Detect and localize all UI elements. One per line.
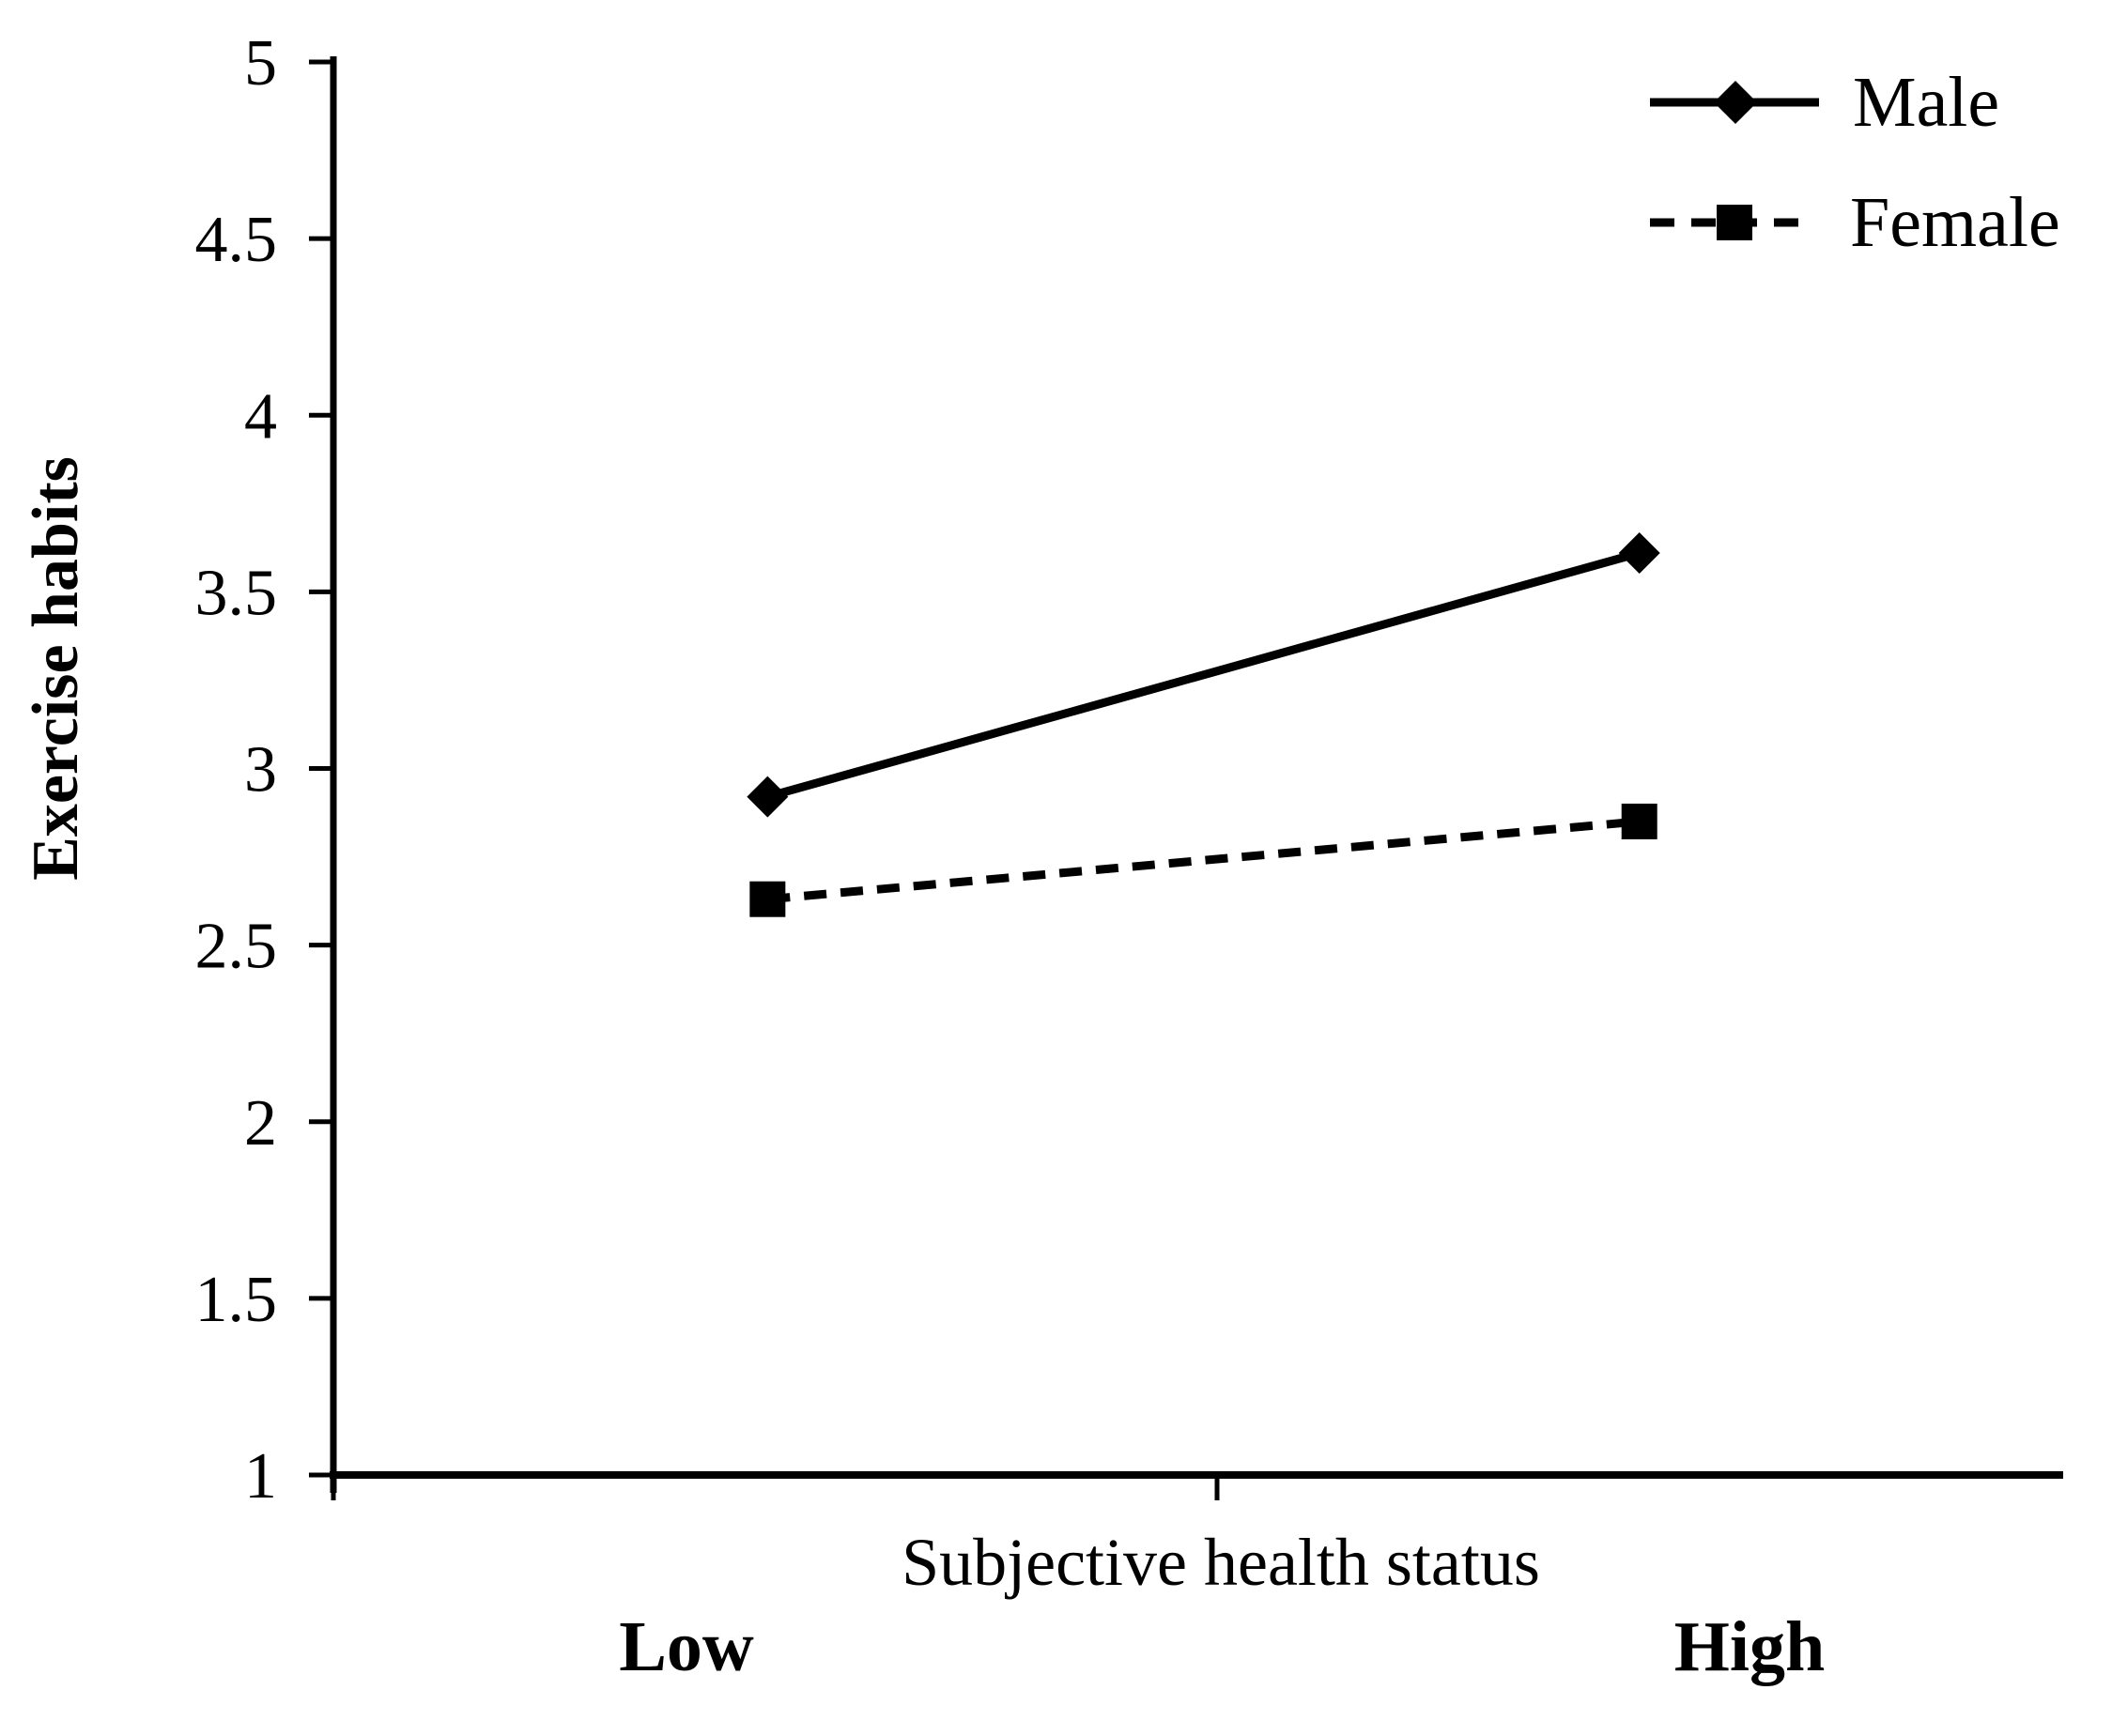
y-tick-label: 1 xyxy=(244,1440,277,1513)
y-tick-label: 3.5 xyxy=(195,557,278,629)
data-series-group xyxy=(747,531,1660,917)
legend-male-label: Male xyxy=(1853,63,1999,142)
y-axis-ticks: 5 4.5 4 3.5 3 2.5 2 1.5 1 xyxy=(195,27,333,1513)
y-tick-label: 2.5 xyxy=(195,911,278,983)
y-tick-label: 1.5 xyxy=(195,1264,278,1336)
data-point-square-female-low xyxy=(749,881,786,917)
x-category-label-high: High xyxy=(1674,1607,1826,1686)
legend: Male Female xyxy=(1650,63,2060,262)
y-tick-label: 3 xyxy=(244,734,277,807)
data-point-diamond-male-low xyxy=(747,776,789,818)
legend-item-male: Male xyxy=(1650,63,1999,142)
y-tick-label: 2 xyxy=(244,1087,277,1160)
x-category-label-low: Low xyxy=(619,1607,754,1686)
y-tick-label: 4.5 xyxy=(195,204,278,276)
series-line-male xyxy=(766,548,1641,801)
y-axis-title: Exercise habits xyxy=(20,456,92,881)
y-tick-label: 5 xyxy=(244,27,277,100)
data-point-square-female-high xyxy=(1621,803,1657,839)
data-point-diamond-male-high xyxy=(1618,531,1660,574)
y-tick-label: 4 xyxy=(244,380,277,453)
legend-item-female: Female xyxy=(1650,183,2060,262)
series-line-female xyxy=(766,817,1641,904)
legend-female-label: Female xyxy=(1850,183,2060,262)
x-axis-title: Subjective health status xyxy=(902,1525,1540,1600)
legend-male-diamond-icon xyxy=(1714,81,1757,124)
legend-female-square-icon xyxy=(1717,205,1752,240)
